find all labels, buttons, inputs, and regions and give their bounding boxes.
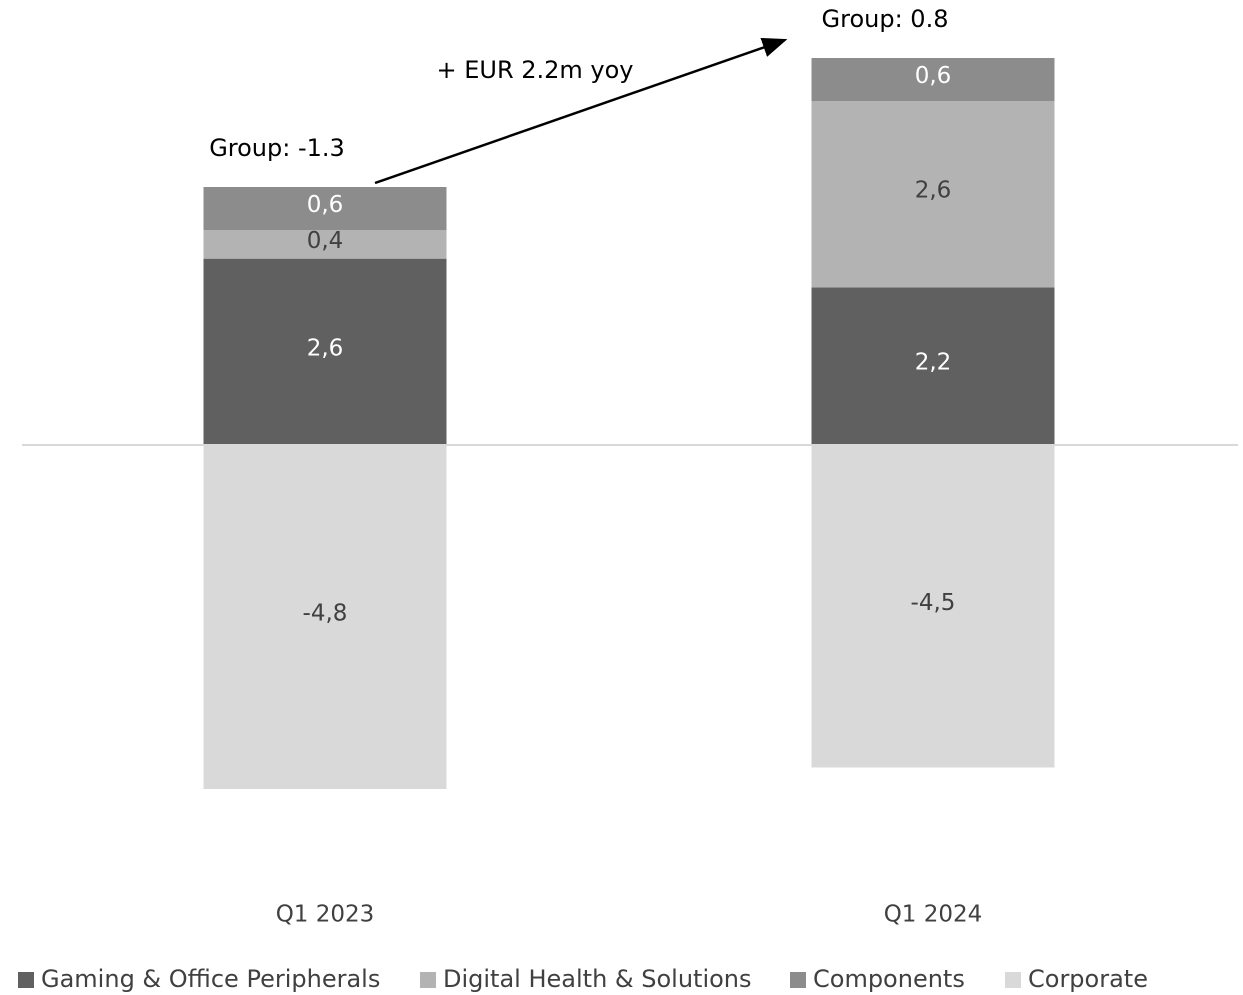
legend-swatch: [18, 972, 34, 988]
legend-swatch: [790, 972, 806, 988]
x-tick-label: Q1 2024: [884, 902, 983, 928]
group-label: Group: 0.8: [822, 5, 949, 33]
value-label: 2,6: [307, 335, 344, 361]
bar-segment: [203, 230, 447, 259]
value-label: 0,4: [307, 228, 344, 254]
legend-label: Corporate: [1028, 965, 1148, 993]
x-tick-label: Q1 2023: [276, 902, 375, 928]
value-label: 0,6: [915, 63, 952, 89]
legend-label: Digital Health & Solutions: [443, 965, 752, 993]
legend-swatch: [420, 972, 436, 988]
yoy-arrow: [374, 37, 788, 185]
value-label: -4,5: [911, 590, 956, 616]
bar-segment: [203, 445, 447, 789]
group-label: Group: -1.3: [209, 134, 345, 162]
bar-segment: [811, 445, 1055, 768]
annotation: + EUR 2.2m yoy: [436, 56, 633, 84]
bar-segment: [811, 287, 1055, 445]
bar-segment: [811, 58, 1055, 101]
legend-label: Components: [813, 965, 965, 993]
legend-swatch: [1005, 972, 1021, 988]
value-label: -4,8: [303, 601, 348, 627]
legend-label: Gaming & Office Peripherals: [41, 965, 380, 993]
value-label: 0,6: [307, 192, 344, 218]
bar-segment: [203, 187, 447, 230]
value-label: 2,2: [915, 350, 952, 376]
value-label: 2,6: [915, 178, 952, 204]
bar-segment: [811, 101, 1055, 288]
bar-segment: [203, 258, 447, 445]
